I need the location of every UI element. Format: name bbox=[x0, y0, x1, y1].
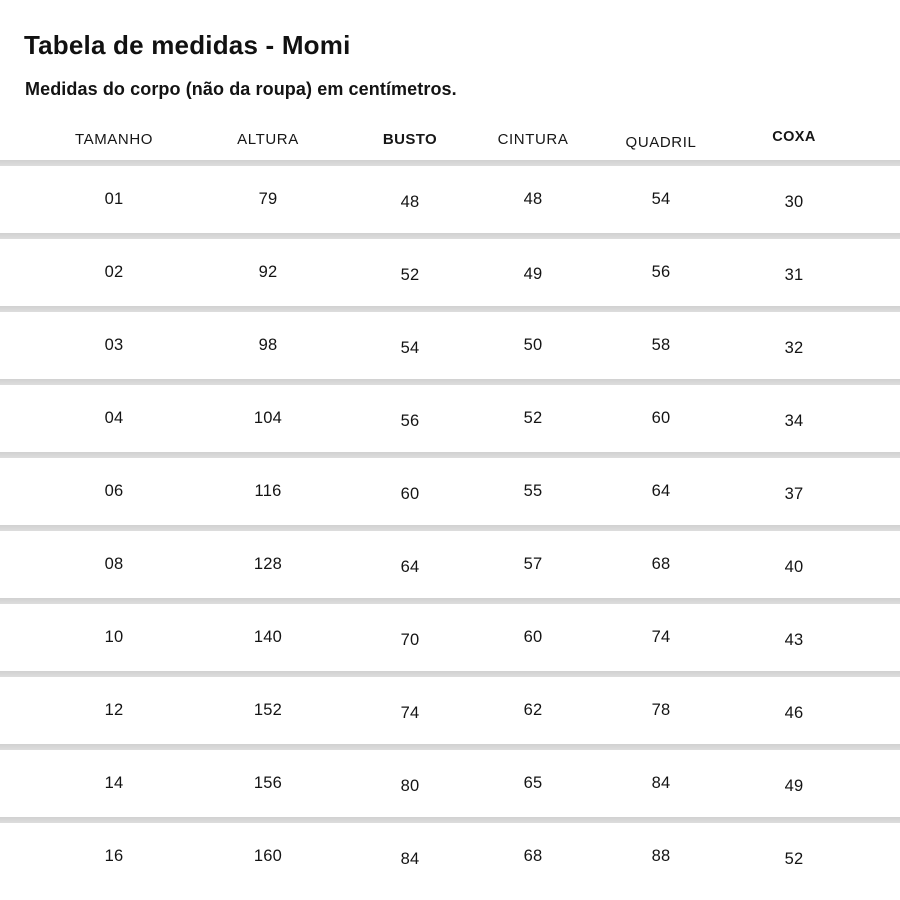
measure-cell: 80 bbox=[400, 777, 420, 795]
measure-cell: 32 bbox=[784, 339, 804, 357]
measure-cell: 140 bbox=[253, 628, 283, 646]
measure-cell: 128 bbox=[253, 555, 283, 573]
size-cell: 06 bbox=[104, 482, 124, 500]
row-divider bbox=[0, 598, 900, 604]
size-cell: 16 bbox=[104, 847, 124, 865]
measure-cell: 54 bbox=[651, 190, 671, 208]
column-header-coxa: COXA bbox=[772, 129, 816, 145]
measure-cell: 52 bbox=[523, 409, 543, 427]
row-divider bbox=[0, 525, 900, 531]
measure-cell: 79 bbox=[258, 190, 278, 208]
measure-cell: 68 bbox=[523, 847, 543, 865]
size-cell: 08 bbox=[104, 555, 124, 573]
size-cell: 01 bbox=[104, 190, 124, 208]
measure-cell: 156 bbox=[253, 774, 283, 792]
measure-cell: 52 bbox=[400, 266, 420, 284]
column-header-tamanho: TAMANHO bbox=[74, 130, 154, 148]
measure-cell: 43 bbox=[784, 631, 804, 649]
table-row: 14 156 80 65 84 49 bbox=[0, 750, 900, 817]
column-header-busto: BUSTO bbox=[382, 130, 438, 148]
measure-cell: 68 bbox=[651, 555, 671, 573]
row-divider bbox=[0, 452, 900, 458]
column-header-altura: ALTURA bbox=[237, 130, 299, 148]
measure-cell: 104 bbox=[253, 409, 283, 427]
size-table: TAMANHO ALTURA BUSTO CINTURA QUADRIL COXA 01 7… bbox=[0, 118, 900, 890]
measure-cell: 98 bbox=[258, 336, 278, 354]
table-row: 04 104 56 52 60 34 bbox=[0, 385, 900, 452]
measure-cell: 40 bbox=[784, 558, 804, 576]
measure-cell: 52 bbox=[784, 850, 804, 868]
measure-cell: 88 bbox=[651, 847, 671, 865]
measure-cell: 49 bbox=[523, 265, 543, 283]
measure-cell: 160 bbox=[253, 847, 283, 865]
measure-cell: 84 bbox=[400, 850, 420, 868]
measure-cell: 152 bbox=[253, 701, 283, 719]
table-row: 03 98 54 50 58 32 bbox=[0, 312, 900, 379]
measure-cell: 74 bbox=[651, 628, 671, 646]
measure-cell: 64 bbox=[400, 558, 420, 576]
measure-cell: 60 bbox=[400, 485, 420, 503]
table-row: 02 92 52 49 56 31 bbox=[0, 239, 900, 306]
measure-cell: 116 bbox=[254, 482, 282, 500]
measure-cell: 56 bbox=[400, 412, 420, 430]
row-divider bbox=[0, 233, 900, 239]
page-title: Tabela de medidas - Momi bbox=[24, 30, 351, 60]
table-header-row: TAMANHO ALTURA BUSTO CINTURA QUADRIL COXA bbox=[0, 118, 900, 160]
size-cell: 12 bbox=[104, 701, 124, 719]
measure-cell: 70 bbox=[400, 631, 420, 649]
measure-cell: 65 bbox=[523, 774, 543, 792]
measure-cell: 60 bbox=[523, 628, 543, 646]
measure-cell: 50 bbox=[523, 336, 543, 354]
measure-cell: 55 bbox=[523, 482, 543, 500]
measure-cell: 64 bbox=[651, 482, 671, 500]
table-row: 12 152 74 62 78 46 bbox=[0, 677, 900, 744]
measure-cell: 37 bbox=[784, 485, 804, 503]
row-divider bbox=[0, 671, 900, 677]
size-cell: 10 bbox=[104, 628, 124, 646]
size-cell: 04 bbox=[104, 409, 124, 427]
table-row: 08 128 64 57 68 40 bbox=[0, 531, 900, 598]
row-divider bbox=[0, 306, 900, 312]
measure-cell: 78 bbox=[651, 701, 671, 719]
row-divider bbox=[0, 160, 900, 166]
size-cell: 02 bbox=[104, 263, 124, 281]
measure-cell: 62 bbox=[523, 701, 543, 719]
measure-cell: 54 bbox=[400, 339, 420, 357]
measure-cell: 49 bbox=[784, 777, 804, 795]
row-divider bbox=[0, 744, 900, 750]
measure-cell: 92 bbox=[258, 263, 278, 281]
measure-cell: 60 bbox=[651, 409, 671, 427]
table-row: 10 140 70 60 74 43 bbox=[0, 604, 900, 671]
measure-cell: 48 bbox=[400, 193, 420, 211]
size-cell: 03 bbox=[104, 336, 124, 354]
column-header-quadril: QUADRIL bbox=[625, 133, 697, 151]
measure-cell: 74 bbox=[400, 704, 420, 722]
measure-cell: 48 bbox=[523, 190, 543, 208]
measure-cell: 84 bbox=[651, 774, 671, 792]
table-row: 16 160 84 68 88 52 bbox=[0, 823, 900, 890]
size-cell: 14 bbox=[104, 774, 124, 792]
measure-cell: 30 bbox=[784, 193, 804, 211]
row-divider bbox=[0, 817, 900, 823]
measure-cell: 58 bbox=[651, 336, 671, 354]
table-row: 06 116 60 55 64 37 bbox=[0, 458, 900, 525]
measure-cell: 56 bbox=[651, 263, 671, 281]
measure-cell: 31 bbox=[784, 266, 804, 284]
measure-cell: 57 bbox=[523, 555, 543, 573]
row-divider bbox=[0, 379, 900, 385]
page-subtitle: Medidas do corpo (não da roupa) em centí… bbox=[25, 79, 457, 99]
measure-cell: 46 bbox=[784, 704, 804, 722]
table-row: 01 79 48 48 54 30 bbox=[0, 166, 900, 233]
measure-cell: 34 bbox=[784, 412, 804, 430]
table-body: 01 79 48 48 54 30 02 92 52 49 56 31 03 98 54 50 58 32 04 10… bbox=[0, 160, 900, 890]
column-header-cintura: CINTURA bbox=[497, 130, 569, 148]
